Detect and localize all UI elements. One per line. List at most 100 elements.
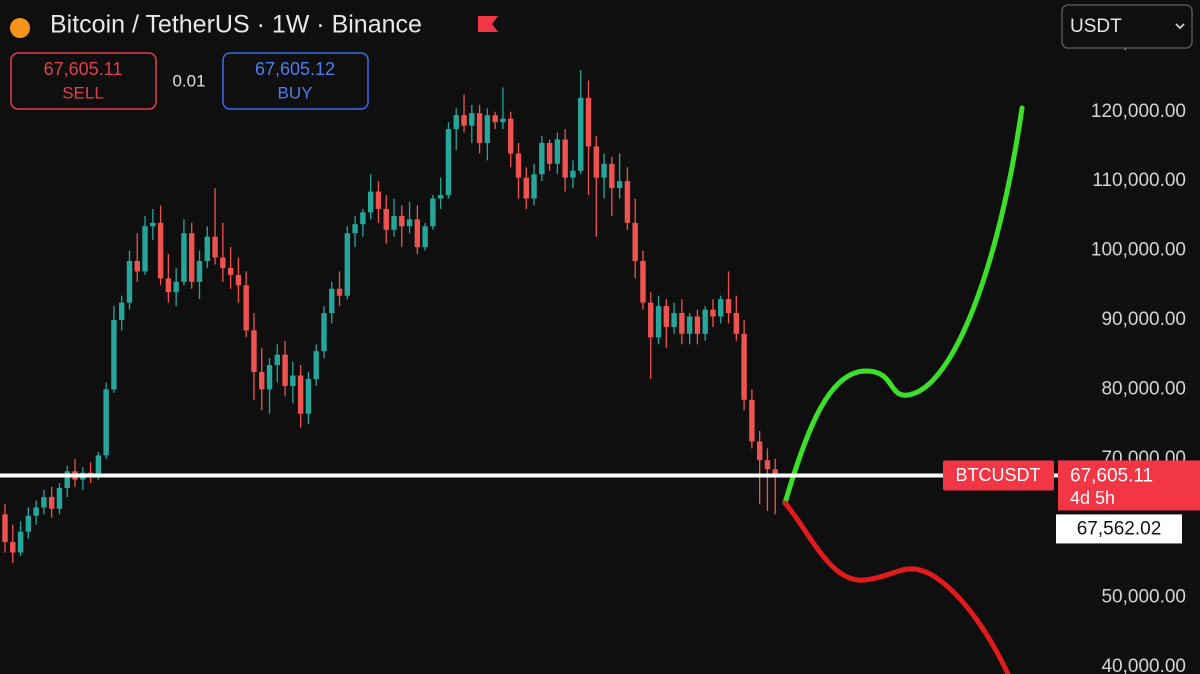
symbol-tag-text: BTCUSDT <box>956 465 1041 485</box>
candle-body <box>492 115 498 123</box>
candle-body <box>111 319 117 390</box>
candle-body <box>64 471 70 488</box>
candle-body <box>562 139 568 178</box>
candle-body <box>539 142 545 175</box>
candle-body <box>469 113 475 126</box>
candle-body <box>414 219 421 248</box>
price-tag <box>1058 460 1200 511</box>
candle-body <box>531 174 537 199</box>
y-tick-label: 90,000.00 <box>1101 309 1186 330</box>
candle-body <box>601 163 607 178</box>
candle-body <box>126 260 133 303</box>
candle-body <box>297 375 304 414</box>
candle-body <box>235 274 242 286</box>
candle-body <box>399 215 405 227</box>
candle-body <box>119 302 125 320</box>
candle-body <box>718 299 724 317</box>
candle-body <box>391 215 397 230</box>
candle-body <box>546 142 553 164</box>
candle-body <box>500 118 506 123</box>
symbol-tag <box>943 460 1054 491</box>
candle-body <box>95 455 102 477</box>
candle-body <box>266 365 273 390</box>
candle-body <box>430 198 436 227</box>
price-marks: 130,000.00120,000.00110,000.00100,000.00… <box>2 31 1186 674</box>
y-tick-label: 40,000.00 <box>1101 656 1186 674</box>
candle-body <box>686 316 693 334</box>
second-price-tag <box>1056 514 1182 544</box>
candle-body <box>702 309 708 334</box>
candle-body <box>321 313 327 352</box>
sell-button[interactable] <box>10 52 157 110</box>
candle-body <box>17 531 24 553</box>
candle-body <box>165 278 172 293</box>
y-tick-label: 100,000.00 <box>1091 240 1186 261</box>
candle-body <box>453 115 459 130</box>
candle-body <box>710 309 716 317</box>
candle-body <box>10 542 16 553</box>
candle-body <box>336 288 343 296</box>
candle-body <box>733 313 740 334</box>
candle-body <box>375 191 382 209</box>
buy-label: BUY <box>278 83 313 102</box>
candle-body <box>632 222 638 261</box>
candle-body <box>305 378 312 414</box>
candle-body <box>484 115 491 143</box>
buy-button[interactable] <box>222 52 369 110</box>
candle-body <box>103 389 109 456</box>
candle-body <box>134 260 140 272</box>
candle-body <box>725 299 732 314</box>
candle-body <box>196 260 203 282</box>
dropdown-arrow <box>1175 23 1185 30</box>
candle-body <box>344 233 351 296</box>
candle-body <box>694 316 701 334</box>
currency: USDT <box>1070 16 1122 37</box>
y-tick-label: 80,000.00 <box>1101 378 1186 399</box>
price-tag-text: 67,605.11 <box>1070 465 1153 486</box>
y-tick-label: 110,000.00 <box>1092 170 1186 191</box>
symbol-title: Bitcoin / TetherUS · 1W · Binance <box>50 11 422 39</box>
candle-body <box>523 177 529 199</box>
candle-body <box>671 313 677 327</box>
candle-body <box>578 97 584 171</box>
candle-body <box>142 226 148 272</box>
currency-select[interactable] <box>1061 4 1193 49</box>
candle-body <box>406 219 413 227</box>
candle-body <box>329 288 335 314</box>
candle-body <box>609 163 615 189</box>
candle-body <box>663 306 669 327</box>
bull-projection <box>782 105 1025 506</box>
candle-body <box>204 236 210 261</box>
candle-body <box>461 115 467 126</box>
candle-body <box>640 260 646 303</box>
candle-body <box>749 399 755 442</box>
candle-body <box>313 351 319 379</box>
flag-icon[interactable] <box>478 16 498 32</box>
candle-body <box>585 97 592 147</box>
candle-body <box>508 118 514 154</box>
candle-body <box>756 441 763 461</box>
buy-price: 67,605.12 <box>255 59 335 79</box>
candle-body <box>212 236 218 258</box>
candle-body <box>515 153 522 178</box>
candle-body <box>259 372 265 390</box>
candle-body <box>445 129 452 196</box>
candle-body <box>360 212 366 225</box>
candle-body <box>251 330 257 373</box>
second-price-text: 67,562.02 <box>1077 518 1162 539</box>
candle-body <box>554 139 561 164</box>
candle-body <box>2 514 8 543</box>
candle-body <box>173 281 179 293</box>
candle-body <box>593 146 599 178</box>
coin-icon <box>10 18 30 38</box>
candle-body <box>741 333 747 400</box>
candle-body <box>476 113 483 143</box>
sell-label: SELL <box>62 83 104 102</box>
candle-body <box>352 224 358 234</box>
candle-body <box>41 496 47 508</box>
candle-body <box>282 354 288 386</box>
quantity[interactable]: 0.01 <box>172 71 205 90</box>
candle-body <box>150 222 156 227</box>
candle-body <box>290 375 296 386</box>
